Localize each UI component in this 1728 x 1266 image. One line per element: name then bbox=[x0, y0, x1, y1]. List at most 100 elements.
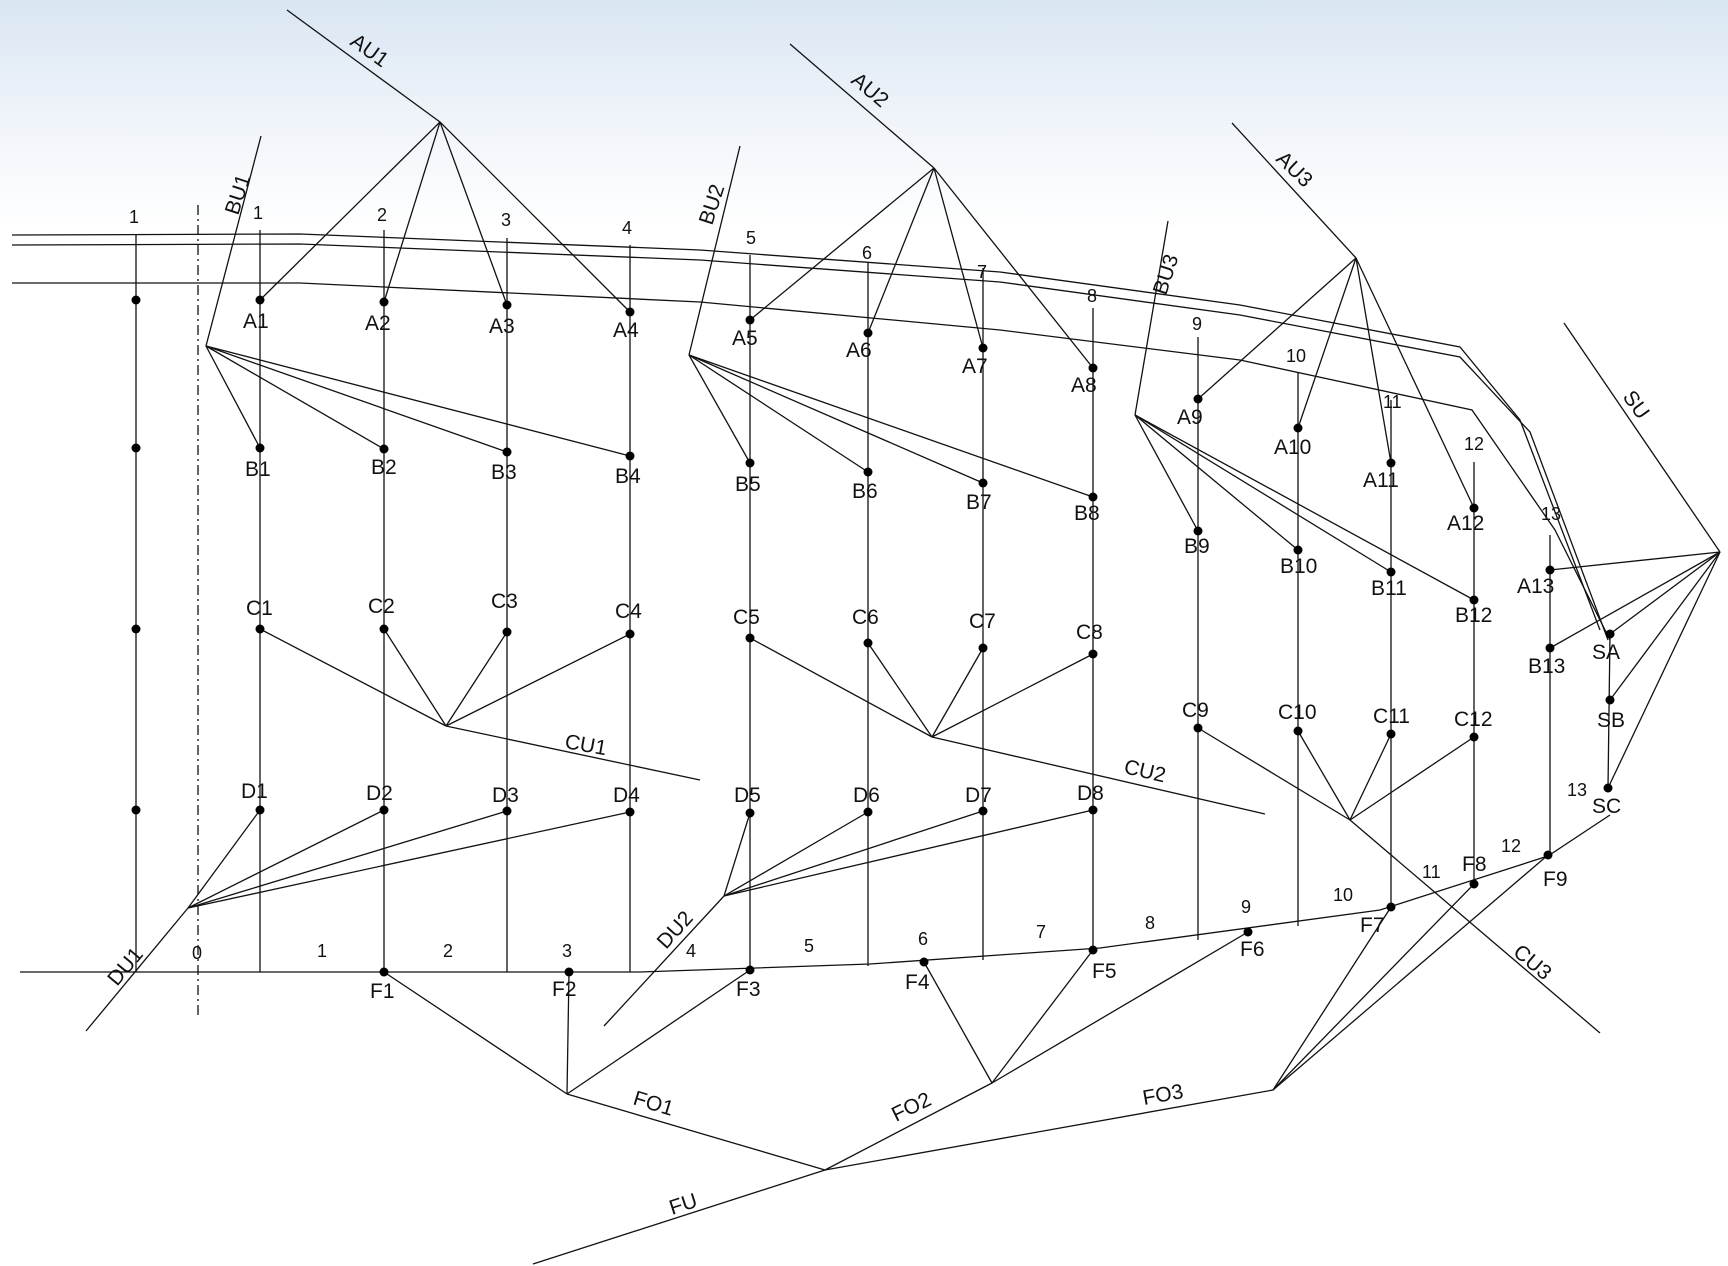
node-dot bbox=[745, 315, 755, 325]
node-dot bbox=[625, 807, 635, 817]
node-label-b3: B3 bbox=[491, 461, 517, 484]
node-dot bbox=[978, 343, 988, 353]
node-label-sa: SA bbox=[1592, 641, 1620, 664]
bottom-number: 5 bbox=[804, 936, 814, 956]
node-label-b10: B10 bbox=[1280, 555, 1317, 578]
top-number: 4 bbox=[622, 218, 632, 238]
node-dot bbox=[625, 451, 635, 461]
node-dot bbox=[1469, 732, 1479, 742]
line-label-cu1: CU1 bbox=[563, 730, 608, 760]
node-dot bbox=[379, 967, 389, 977]
top-number: 11 bbox=[1383, 392, 1402, 412]
line-label-bu1: BU1 bbox=[221, 172, 256, 218]
top-number: 1 bbox=[253, 203, 263, 223]
node-dot bbox=[379, 297, 389, 307]
node-dot bbox=[1386, 729, 1396, 739]
node-label-f1: F1 bbox=[370, 980, 395, 1003]
node-dot bbox=[1193, 394, 1203, 404]
node-label-c8: C8 bbox=[1076, 621, 1103, 644]
node-label-d5: D5 bbox=[734, 784, 761, 807]
node-label-c12: C12 bbox=[1454, 708, 1493, 731]
node-label-sc: SC bbox=[1592, 795, 1621, 818]
node-dot bbox=[502, 806, 512, 816]
node-label-d3: D3 bbox=[492, 784, 519, 807]
node-label-d8: D8 bbox=[1077, 782, 1104, 805]
node-dot bbox=[564, 967, 574, 977]
top-number: 1 bbox=[129, 207, 139, 227]
node-dot bbox=[1386, 458, 1396, 468]
node-dot bbox=[625, 307, 635, 317]
bottom-number: 10 bbox=[1333, 885, 1353, 905]
node-dot bbox=[379, 624, 389, 634]
node-dot bbox=[978, 643, 988, 653]
line-label-su: SU bbox=[1618, 386, 1654, 423]
top-number: 6 bbox=[862, 243, 872, 263]
node-dot bbox=[255, 295, 265, 305]
bottom-number: 13 bbox=[1567, 780, 1587, 800]
node-label-b5: B5 bbox=[735, 473, 761, 496]
bottom-number: 8 bbox=[1145, 913, 1155, 933]
node-label-f9: F9 bbox=[1543, 868, 1568, 891]
line-label-bu3: BU3 bbox=[1149, 252, 1184, 298]
node-label-c6: C6 bbox=[852, 606, 879, 629]
node-label-d6: D6 bbox=[853, 784, 880, 807]
line-label-au2: AU2 bbox=[847, 68, 893, 112]
top-number: 13 bbox=[1541, 504, 1561, 524]
node-label-b7: B7 bbox=[966, 491, 992, 514]
top-number: 7 bbox=[977, 262, 987, 282]
node-label-b2: B2 bbox=[371, 456, 397, 479]
node-label-c11: C11 bbox=[1373, 705, 1410, 728]
top-number: 10 bbox=[1286, 346, 1306, 366]
node-label-b9: B9 bbox=[1184, 535, 1210, 558]
line-label-cu3: CU3 bbox=[1509, 940, 1556, 985]
node-dot bbox=[1088, 649, 1098, 659]
node-dot bbox=[1088, 492, 1098, 502]
bottom-number: 6 bbox=[918, 929, 928, 949]
node-dot bbox=[1543, 850, 1553, 860]
node-dot bbox=[1193, 723, 1203, 733]
node-label-b11: B11 bbox=[1371, 577, 1407, 600]
node-label-f5: F5 bbox=[1092, 960, 1117, 983]
node-label-a12: A12 bbox=[1447, 512, 1484, 535]
node-dot bbox=[625, 629, 635, 639]
bottom-number: 1 bbox=[317, 941, 327, 961]
node-dot bbox=[255, 443, 265, 453]
node-label-f6: F6 bbox=[1240, 938, 1265, 961]
node-label-a5: A5 bbox=[732, 327, 758, 350]
node-dot bbox=[502, 627, 512, 637]
node-label-a4: A4 bbox=[613, 319, 639, 342]
su-line bbox=[1563, 322, 1721, 553]
node-dot bbox=[1293, 423, 1303, 433]
cu2-line bbox=[931, 736, 1266, 815]
node-dot bbox=[745, 633, 755, 643]
bu3-line bbox=[1134, 220, 1169, 416]
node-dot bbox=[131, 295, 141, 305]
bottom-number: 7 bbox=[1036, 922, 1046, 942]
top-chord-line-1 bbox=[11, 233, 1601, 631]
node-dot bbox=[131, 805, 141, 815]
node-dot bbox=[379, 805, 389, 815]
top-number: 9 bbox=[1192, 314, 1202, 334]
node-label-f7: F7 bbox=[1360, 914, 1385, 937]
node-dot bbox=[863, 328, 873, 338]
node-label-d4: D4 bbox=[613, 784, 640, 807]
node-label-a10: A10 bbox=[1274, 436, 1311, 459]
node-label-c7: C7 bbox=[969, 610, 996, 633]
fo2-line bbox=[824, 1082, 993, 1171]
node-label-a13: A13 bbox=[1517, 575, 1554, 598]
node-dot bbox=[1386, 902, 1396, 912]
line-label-au3: AU3 bbox=[1272, 147, 1317, 192]
node-label-c5: C5 bbox=[733, 606, 760, 629]
node-label-c1: C1 bbox=[246, 597, 273, 620]
node-label-b1: B1 bbox=[245, 458, 271, 481]
node-dot bbox=[745, 808, 755, 818]
node-label-a6: A6 bbox=[846, 339, 872, 362]
line-label-fo2: FO2 bbox=[888, 1088, 935, 1127]
bottom-number: 9 bbox=[1241, 897, 1251, 917]
node-dot bbox=[255, 624, 265, 634]
bottom-number: 2 bbox=[443, 941, 453, 961]
au3-line bbox=[1231, 122, 1357, 259]
node-label-d2: D2 bbox=[366, 782, 393, 805]
top-chord-line-2 bbox=[11, 243, 1609, 641]
node-dot bbox=[502, 300, 512, 310]
